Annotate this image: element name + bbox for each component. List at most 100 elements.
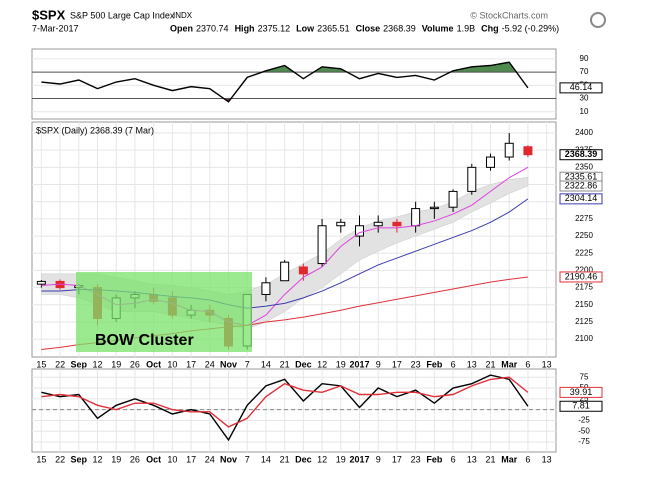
x-tick-label: 2017 [349, 454, 369, 464]
x-tick-label: 13 [467, 359, 477, 369]
candle-body [336, 221, 346, 227]
x-tick-label: 6 [451, 359, 456, 369]
y-tick-label: 10 [580, 107, 589, 116]
last-value-box [559, 149, 603, 161]
panel-label: $SPX (Daily) 2368.39 (7 Mar) [36, 125, 154, 135]
x-tick-label: 12 [317, 359, 327, 369]
candle-body [411, 208, 421, 227]
x-tick-label: 15 [36, 454, 46, 464]
candle-body [261, 282, 271, 295]
quote-value: 2368.39 [383, 23, 416, 33]
y-tick-label: 75 [580, 372, 589, 381]
quote-value: 2370.74 [196, 23, 229, 33]
quote-label: Chg [481, 23, 499, 33]
last-value-box [559, 193, 603, 205]
quote-label: High [235, 23, 255, 33]
x-tick-label: 6 [525, 359, 530, 369]
y-tick-label: 30 [580, 94, 589, 103]
x-tick-label: 21 [280, 454, 290, 464]
x-tick-label: Feb [426, 359, 443, 369]
candle-body [504, 142, 514, 158]
last-value-label: 46.14 [570, 82, 593, 92]
overbought-fill [41, 62, 528, 73]
candle-body [392, 221, 402, 227]
x-tick-label: 6 [451, 454, 456, 464]
series-line [41, 61, 529, 103]
y-tick-label: 2200 [575, 266, 593, 275]
x-tick-label: 6 [525, 454, 530, 464]
x-tick-label: 14 [261, 359, 271, 369]
x-tick-label: 21 [485, 359, 495, 369]
y-tick-label: 2100 [575, 334, 593, 343]
last-value-label: 2335.61 [565, 172, 598, 182]
x-tick-label: 19 [336, 359, 346, 369]
candle-body [317, 225, 327, 265]
series-line [41, 376, 529, 428]
icon [590, 12, 606, 28]
annotation: BOW Cluster [95, 332, 194, 349]
x-tick-label: 24 [205, 454, 215, 464]
x-tick-label: 24 [205, 359, 215, 369]
x-tick-label: 9 [376, 454, 381, 464]
last-value-label: 7.81 [572, 401, 590, 411]
quote-value: 2365.51 [317, 23, 350, 33]
x-tick-label: Mar [501, 359, 518, 369]
quote-label: Volume [422, 23, 454, 33]
x-tick-label: Nov [220, 454, 237, 464]
x-tick-label: 7 [245, 359, 250, 369]
x-tick-label: Nov [220, 359, 237, 369]
x-tick-label: Oct [146, 454, 161, 464]
quote-value: 1.9B [457, 23, 476, 33]
last-value-box [559, 386, 603, 398]
x-tick-label: 21 [280, 359, 290, 369]
x-tick-label: 22 [55, 454, 65, 464]
x-tick-label: 17 [392, 454, 402, 464]
x-tick-label: 12 [92, 359, 102, 369]
y-tick-label: -25 [578, 416, 590, 425]
x-tick-label: 19 [111, 454, 121, 464]
candle-body [448, 190, 458, 208]
x-tick-label: 10 [167, 454, 177, 464]
watermark: © StockCharts.com [470, 10, 548, 20]
last-value-label: 2190.46 [565, 271, 598, 281]
x-tick-label: 13 [542, 454, 552, 464]
x-tick-label: 26 [130, 454, 140, 464]
y-tick-label: 2150 [575, 300, 593, 309]
last-value-label: 39.91 [570, 387, 593, 397]
quote-value: 2375.12 [258, 23, 291, 33]
x-tick-label: 17 [186, 454, 196, 464]
last-value-box [559, 271, 603, 283]
quote-value: -5.92 (-0.29%) [502, 23, 560, 33]
y-tick-label: 70 [580, 67, 589, 76]
x-tick-label: Mar [501, 454, 518, 464]
last-value-label: 2322.86 [565, 180, 598, 190]
x-tick-label: Feb [426, 454, 443, 464]
panel-frame [31, 368, 557, 453]
candle-body [467, 166, 477, 192]
x-tick-label: 19 [336, 454, 346, 464]
exchange: INDX [173, 11, 193, 20]
x-tick-label: 17 [392, 359, 402, 369]
y-tick-label: 25 [580, 394, 589, 403]
x-tick-label: 7 [245, 454, 250, 464]
y-tick-label: 2125 [575, 317, 593, 326]
candle-body [355, 225, 364, 237]
x-tick-label: 23 [411, 359, 421, 369]
last-value-box [559, 82, 603, 94]
panel-frame [31, 48, 557, 120]
y-tick-label: 90 [580, 54, 589, 63]
highlight-box [76, 272, 252, 352]
y-tick-label: 2250 [575, 231, 593, 240]
x-tick-label: Sep [71, 454, 88, 464]
y-tick-label: -50 [578, 426, 590, 435]
x-tick-label: 10 [167, 359, 177, 369]
series-line [41, 374, 529, 442]
x-tick-label: 12 [92, 454, 102, 464]
candle-body [523, 146, 533, 156]
x-tick-label: 21 [485, 454, 495, 464]
candle-body [373, 221, 383, 227]
x-tick-label: 13 [467, 454, 477, 464]
x-tick-label: Oct [146, 359, 161, 369]
x-tick-label: 13 [542, 359, 552, 369]
